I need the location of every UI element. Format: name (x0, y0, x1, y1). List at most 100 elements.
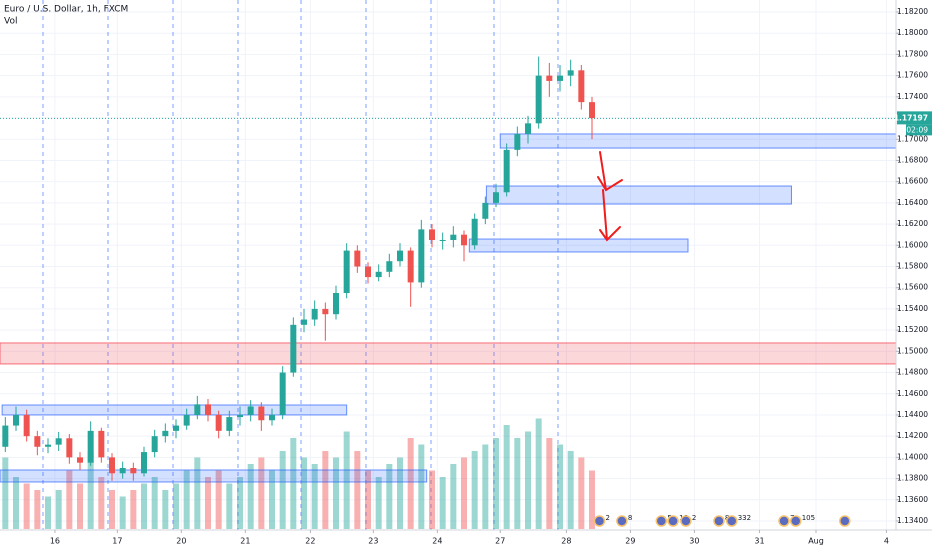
event-icon (713, 515, 725, 527)
volume-bar (66, 470, 73, 529)
volume-bar (205, 477, 211, 529)
event-count: 2 (605, 514, 609, 522)
x-tick-label: Aug (808, 537, 824, 546)
x-tick-label: 28 (561, 537, 571, 546)
candle-body (2, 425, 9, 447)
volume-bar (247, 464, 254, 529)
volume-bar (2, 457, 9, 529)
candle-body (450, 234, 457, 240)
candle-body (354, 250, 361, 267)
candle-body (343, 250, 350, 294)
candle-body (546, 75, 553, 81)
volume-layer (2, 418, 595, 529)
volume-bar (450, 464, 457, 529)
candle-body (429, 229, 435, 240)
event-icon (593, 515, 606, 527)
candle-body (311, 308, 318, 320)
event-count: 2 (692, 514, 696, 522)
volume-bar (301, 457, 307, 529)
y-tick-label: 1.14600 (897, 389, 928, 398)
volume-bar (397, 457, 403, 529)
y-tick-label: 1.16800 (897, 155, 928, 164)
volume-bar (471, 451, 478, 529)
volume-bar (343, 431, 350, 529)
volume-bar (354, 451, 361, 529)
volume-bar (98, 477, 105, 529)
volume-bar (258, 457, 265, 529)
candle-body (375, 271, 382, 278)
x-tick-label: 27 (495, 537, 505, 546)
candle-body (525, 123, 531, 134)
volume-bar (578, 457, 585, 529)
candle-body (407, 250, 414, 283)
candle-body (269, 414, 275, 421)
candle-body (290, 324, 297, 373)
chart-title: Euro / U.S. Dollar, 1h, FXCM (4, 5, 128, 15)
y-tick-label: 1.15000 (897, 346, 928, 355)
y-tick-label: 1.15400 (897, 304, 928, 313)
candle-body (322, 308, 329, 315)
volume-bar (162, 490, 169, 529)
volume-bar (226, 483, 233, 529)
y-tick-label: 1.17400 (897, 92, 928, 101)
volume-bar (141, 483, 147, 529)
candle-body (141, 452, 147, 474)
x-tick-label: 30 (689, 537, 699, 546)
candle-body (130, 467, 137, 474)
candle-body (151, 436, 158, 453)
session-lines (42, 0, 559, 530)
y-tick-label: 1.13400 (897, 516, 928, 525)
volume-bar (525, 431, 531, 529)
event-count: 8 (628, 514, 632, 522)
volume-bar (183, 470, 190, 529)
candle-body (535, 75, 542, 124)
x-tick-label: 29 (625, 537, 635, 546)
x-tick-label: 23 (368, 537, 378, 546)
candle-body (589, 102, 595, 119)
volume-bar (386, 464, 393, 529)
volume-bar (482, 444, 489, 529)
y-tick-label: 1.13600 (897, 495, 928, 504)
volume-bar (365, 470, 371, 529)
candle-body (461, 234, 467, 246)
indicator-label: Vol (4, 17, 17, 27)
zone (0, 469, 428, 483)
volume-bar (130, 490, 137, 529)
zone (499, 133, 897, 149)
candle-body (119, 467, 126, 474)
candle-body (471, 218, 478, 246)
candle-body (215, 414, 222, 431)
x-tick-label: 17 (112, 537, 122, 546)
y-tick-label: 1.16600 (897, 177, 928, 186)
x-tick-label: 22 (305, 537, 315, 546)
candle-body (77, 457, 83, 463)
volume-bar (119, 496, 126, 529)
y-tick-label: 1.18000 (897, 28, 928, 37)
event-icon (680, 515, 692, 527)
candle-body (45, 444, 51, 447)
y-tick-label: 1.14000 (897, 452, 928, 461)
zone (485, 185, 792, 205)
y-tick-label: 1.16400 (897, 198, 928, 207)
candle-body (279, 372, 286, 415)
volume-bar (269, 470, 275, 529)
candle-body (503, 149, 510, 193)
y-tick-label: 1.14200 (897, 431, 928, 440)
volume-bar (567, 451, 574, 529)
candle-body (162, 430, 169, 437)
volume-bar (194, 457, 201, 529)
candle-body (557, 75, 563, 81)
candle-body (194, 404, 201, 415)
volume-bar (55, 490, 62, 529)
candle-body (13, 414, 19, 426)
candle-body (386, 261, 393, 272)
candle-body (493, 192, 499, 203)
y-tick-label: 1.14800 (897, 368, 928, 377)
candle-body (173, 425, 179, 431)
volume-bar (109, 490, 115, 529)
event-icon (616, 515, 628, 527)
candle-body (578, 70, 585, 103)
last-price-box (897, 111, 932, 125)
candle-body (482, 202, 489, 219)
